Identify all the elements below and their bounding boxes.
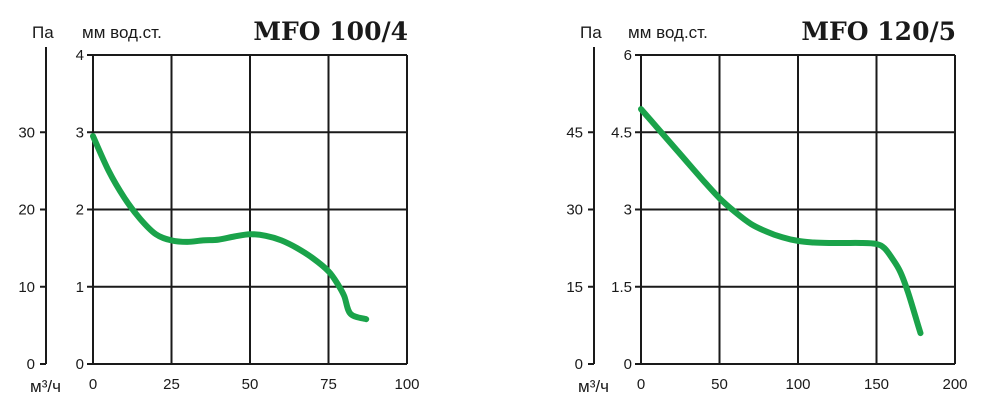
chart2-xtick-label-1: 50 [711,376,728,393]
chart2-ytick-label-0: 0 [624,356,632,373]
chart1-pa-label-2: 20 [18,202,35,219]
chart2-xtick-label-0: 0 [637,376,645,393]
chart2-xtick-label-2: 100 [785,376,810,393]
chart2-pa-unit-label: Па [580,23,602,42]
chart1-x-unit-label: м³/ч [30,377,61,396]
chart2-ytick-label-4: 6 [624,47,632,64]
chart1-ytick-label-1: 1 [76,279,84,296]
chart2-pa-label-2: 30 [566,202,583,219]
chart2-x-unit-label: м³/ч [578,377,609,396]
chart1-ytick-label-4: 4 [76,47,84,64]
chart2-xtick-label-4: 200 [942,376,967,393]
chart1-ytick-label-3: 3 [76,124,84,141]
chart1-series-line-0 [90,133,370,323]
chart1-xtick-label-0: 0 [89,376,97,393]
chart2-pa-label-3: 45 [566,124,583,141]
chart2-series-line-0 [638,106,924,337]
chart1-xtick-label-2: 50 [242,376,259,393]
chart1-mm-unit-label: мм вод.ст. [82,23,162,42]
chart1-pa-label-3: 30 [18,124,35,141]
chart1-pa-label-1: 10 [18,279,35,296]
chart1-xtick-label-4: 100 [394,376,419,393]
chart1-pa-label-0: 0 [27,356,35,373]
chart1-xtick-label-3: 75 [320,376,337,393]
chart2-pa-label-0: 0 [575,356,583,373]
chart2-pa-label-1: 15 [566,279,583,296]
chart1-xtick-label-1: 25 [163,376,180,393]
chart2-title: MFO 120/5 [801,17,956,46]
chart2-ytick-label-1: 1.5 [611,279,632,296]
chart1-ytick-label-2: 2 [76,202,84,219]
chart1-pa-unit-label: Па [32,23,54,42]
chart2-ytick-label-2: 3 [624,202,632,219]
chart1-title: MFO 100/4 [253,17,408,46]
chart2-xtick-label-3: 150 [864,376,889,393]
chart2-mm-unit-label: мм вод.ст. [628,23,708,42]
chart2-ytick-label-3: 4.5 [611,124,632,141]
chart1-ytick-label-0: 0 [76,356,84,373]
